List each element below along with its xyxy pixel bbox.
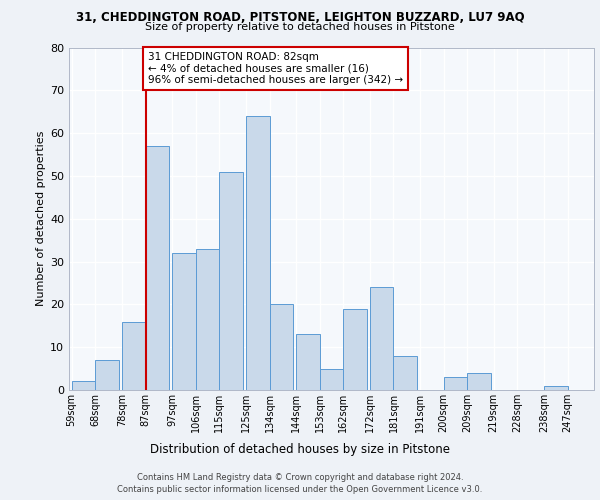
Bar — [246, 116, 269, 390]
Text: Size of property relative to detached houses in Pitstone: Size of property relative to detached ho… — [145, 22, 455, 32]
Bar — [343, 308, 367, 390]
Y-axis label: Number of detached properties: Number of detached properties — [36, 131, 46, 306]
Bar — [220, 172, 243, 390]
Bar — [71, 382, 95, 390]
Bar — [544, 386, 568, 390]
Bar — [370, 287, 394, 390]
Text: 31, CHEDDINGTON ROAD, PITSTONE, LEIGHTON BUZZARD, LU7 9AQ: 31, CHEDDINGTON ROAD, PITSTONE, LEIGHTON… — [76, 11, 524, 24]
Bar — [443, 377, 467, 390]
Bar — [269, 304, 293, 390]
Text: Contains public sector information licensed under the Open Government Licence v3: Contains public sector information licen… — [118, 485, 482, 494]
Bar — [172, 253, 196, 390]
Bar — [296, 334, 320, 390]
Bar — [122, 322, 146, 390]
Bar — [95, 360, 119, 390]
Bar — [394, 356, 417, 390]
Bar — [320, 368, 343, 390]
Text: 31 CHEDDINGTON ROAD: 82sqm
← 4% of detached houses are smaller (16)
96% of semi-: 31 CHEDDINGTON ROAD: 82sqm ← 4% of detac… — [148, 52, 403, 85]
Text: Distribution of detached houses by size in Pitstone: Distribution of detached houses by size … — [150, 442, 450, 456]
Bar — [196, 248, 220, 390]
Bar — [146, 146, 169, 390]
Text: Contains HM Land Registry data © Crown copyright and database right 2024.: Contains HM Land Registry data © Crown c… — [137, 472, 463, 482]
Bar — [467, 373, 491, 390]
